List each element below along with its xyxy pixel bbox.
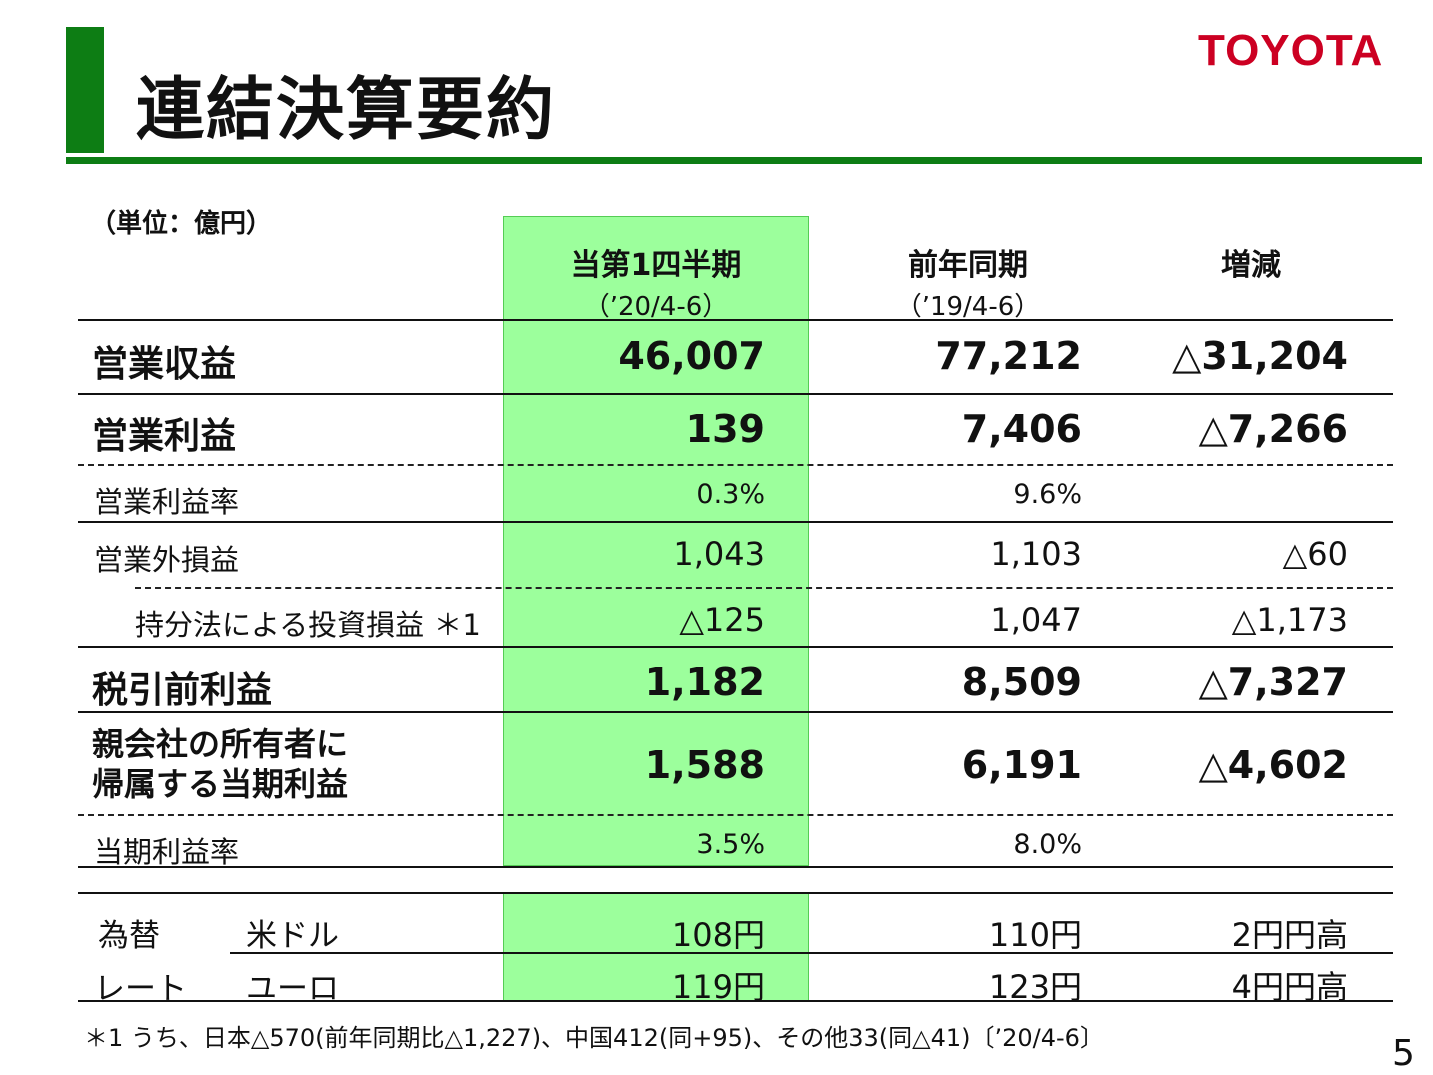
fx-label-line1: 為替 [98, 918, 160, 954]
pretax-income-change: △7,327 [1198, 660, 1348, 704]
equity-method-change: △1,173 [1231, 601, 1348, 639]
table-rule [78, 393, 1393, 395]
fx-eur-change: 4円円高 [1231, 968, 1348, 1006]
table-dashed-rule [135, 587, 1393, 589]
column-header-prior-label: 前年同期 [908, 248, 1028, 283]
title-accent-bar [66, 27, 104, 153]
column-header-change: 増減 [1126, 240, 1376, 284]
operating-income-change: △7,266 [1198, 407, 1348, 451]
page-title: 連結決算要約 [136, 71, 557, 150]
table-dashed-rule [78, 464, 1393, 466]
operating-income-prior: 7,406 [961, 407, 1082, 451]
net-margin-prior: 8.0% [1013, 829, 1082, 860]
fx-usd-label: 米ドル [246, 918, 339, 954]
column-header-current: 当第1四半期 （’20/4-6） [503, 240, 809, 323]
row-label-net-margin: 当期利益率 [94, 835, 240, 869]
fx-usd-prior: 110円 [988, 916, 1082, 954]
equity-method-prior: 1,047 [990, 601, 1082, 639]
table-rule [78, 711, 1393, 713]
fx-eur-current: 119円 [671, 968, 765, 1006]
row-label-operating-income: 営業利益 [92, 416, 237, 457]
current-column-highlight-fx [503, 893, 809, 1001]
table-rule [78, 866, 1393, 868]
table-dashed-rule [78, 814, 1393, 816]
non-operating-current: 1,043 [673, 535, 765, 573]
brand-logo: TOYOTA [1198, 26, 1384, 75]
fx-eur-label: ユーロ [246, 971, 339, 1007]
net-margin-current: 3.5% [696, 829, 765, 860]
fx-eur-prior: 123円 [988, 968, 1082, 1006]
net-income-change: △4,602 [1198, 743, 1348, 787]
non-operating-change: △60 [1282, 535, 1348, 573]
column-header-change-label: 増減 [1221, 248, 1281, 283]
operating-margin-prior: 9.6% [1013, 479, 1082, 510]
row-label-pretax-income: 税引前利益 [92, 670, 273, 711]
table-rule [78, 521, 1393, 523]
fx-label-line2: レート [94, 971, 187, 1007]
row-label-revenue: 営業収益 [92, 344, 237, 385]
non-operating-prior: 1,103 [990, 535, 1082, 573]
column-header-prior-period: （’19/4-6） [895, 292, 1041, 322]
fx-usd-change: 2円円高 [1231, 916, 1348, 954]
row-label-net-income: 親会社の所有者に 帰属する当期利益 [92, 724, 348, 804]
table-rule [78, 892, 1393, 894]
equity-method-current: △125 [679, 601, 765, 639]
row-label-operating-margin: 営業利益率 [94, 485, 240, 519]
revenue-current: 46,007 [618, 334, 765, 378]
revenue-prior: 77,212 [935, 334, 1082, 378]
net-income-prior: 6,191 [961, 743, 1082, 787]
table-rule [78, 646, 1393, 648]
row-label-equity-method: 持分法による投資損益 ＊1 [135, 608, 481, 642]
operating-income-current: 139 [685, 407, 765, 451]
current-column-highlight [503, 216, 809, 866]
operating-margin-current: 0.3% [696, 479, 765, 510]
column-header-current-label: 当第1四半期 [570, 248, 742, 283]
row-label-non-operating: 営業外損益 [94, 543, 240, 577]
footnote: ＊1 うち、日本△570(前年同期比△1,227)、中国412(同+95)、その… [84, 1024, 1104, 1052]
unit-label: （単位：億円） [90, 209, 273, 239]
table-rule [78, 1000, 1393, 1002]
row-label-net-income-line1: 親会社の所有者に [92, 725, 349, 763]
column-header-prior: 前年同期 （’19/4-6） [810, 240, 1126, 323]
page-number: 5 [1392, 1033, 1415, 1074]
pretax-income-prior: 8,509 [961, 660, 1082, 704]
pretax-income-current: 1,182 [644, 660, 765, 704]
table-rule [78, 319, 1393, 321]
column-header-current-period: （’20/4-6） [583, 292, 729, 322]
header-rule [66, 157, 1422, 164]
net-income-current: 1,588 [644, 743, 765, 787]
fx-usd-current: 108円 [671, 916, 765, 954]
revenue-change: △31,204 [1172, 334, 1348, 378]
fx-row-divider [230, 952, 1393, 954]
row-label-net-income-line2: 帰属する当期利益 [92, 765, 349, 803]
